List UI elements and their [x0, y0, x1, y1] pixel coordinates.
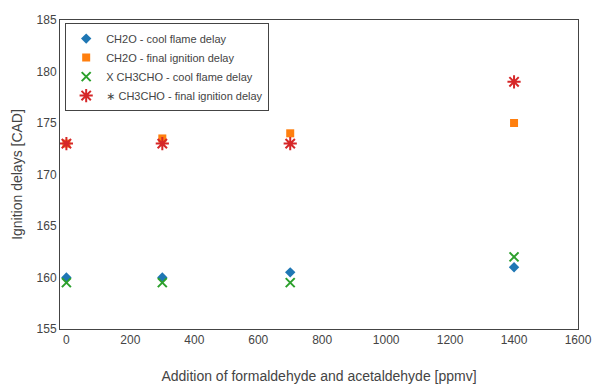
svg-text:1600: 1600	[565, 333, 592, 347]
svg-text:X CH3CHO - cool flame delay: X CH3CHO - cool flame delay	[106, 71, 253, 83]
svg-text:CH2O - cool flame delay: CH2O - cool flame delay	[106, 33, 226, 45]
svg-text:165: 165	[37, 219, 57, 233]
svg-text:1400: 1400	[501, 333, 528, 347]
svg-text:1200: 1200	[437, 333, 464, 347]
svg-text:∗ CH3CHO - final ignition dela: ∗ CH3CHO - final ignition delay	[106, 90, 262, 102]
svg-text:175: 175	[37, 116, 57, 130]
svg-text:180: 180	[37, 65, 57, 79]
svg-text:600: 600	[248, 333, 268, 347]
svg-text:400: 400	[184, 333, 204, 347]
svg-text:0: 0	[63, 333, 70, 347]
svg-text:Addition of formaldehyde and a: Addition of formaldehyde and acetaldehyd…	[161, 368, 476, 384]
svg-text:800: 800	[312, 333, 332, 347]
svg-text:160: 160	[37, 271, 57, 285]
svg-text:185: 185	[37, 13, 57, 27]
svg-text:1000: 1000	[373, 333, 400, 347]
svg-text:CH2O - final ignition delay: CH2O - final ignition delay	[106, 52, 234, 64]
svg-text:155: 155	[37, 322, 57, 336]
svg-text:200: 200	[120, 333, 140, 347]
svg-text:Ignition delays [CAD]: Ignition delays [CAD]	[9, 109, 25, 240]
svg-text:170: 170	[37, 168, 57, 182]
